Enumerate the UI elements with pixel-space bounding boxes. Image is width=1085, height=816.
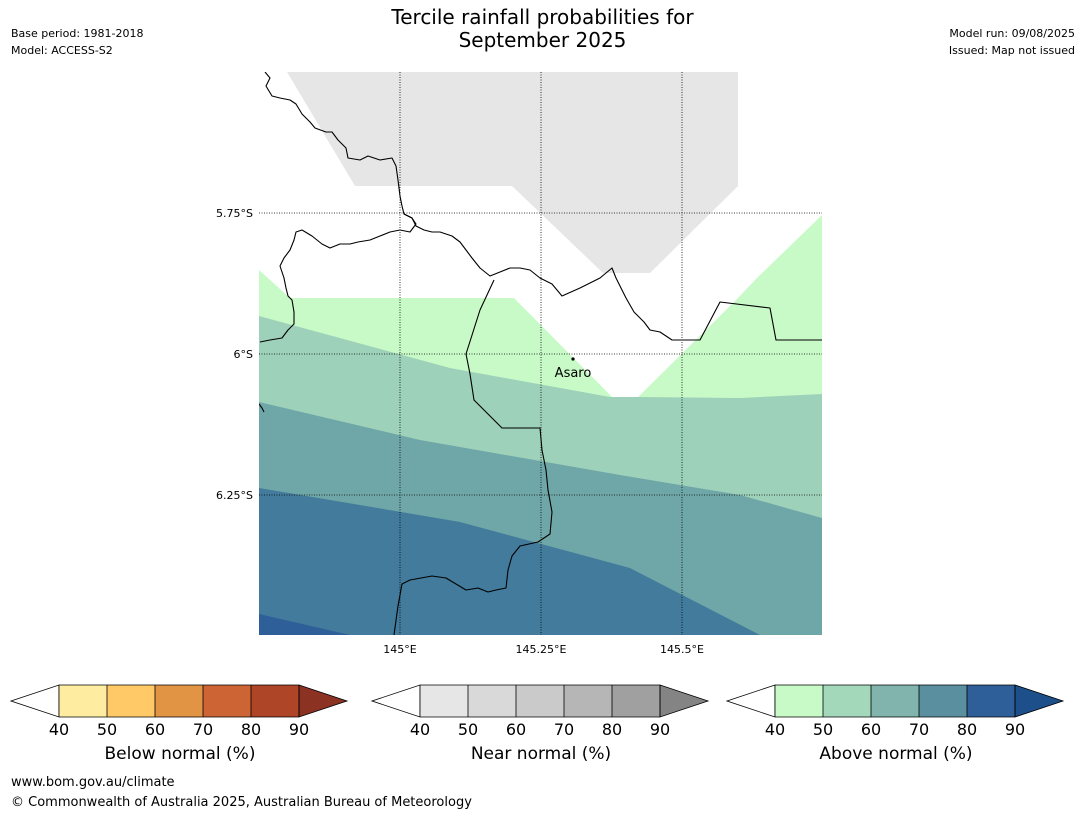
- title-line-1: Tercile rainfall probabilities for: [391, 5, 694, 29]
- base-period: Base period: 1981-2018: [11, 27, 144, 40]
- tick-label: 60: [860, 720, 882, 739]
- longitude-labels: 145°E 145.25°E 145.5°E: [383, 643, 704, 656]
- tick-label: 80: [601, 720, 623, 739]
- tick-label: 70: [908, 720, 930, 739]
- tick-label: 40: [409, 720, 431, 739]
- lat-label-6-25s: 6.25°S: [216, 489, 253, 502]
- asaro-dot: [571, 357, 575, 361]
- colorbar-segment: [420, 685, 468, 717]
- lon-label-145e: 145°E: [383, 643, 416, 656]
- lat-label-5-75s: 5.75°S: [216, 207, 253, 220]
- legend-caption: Near normal (%): [470, 744, 612, 764]
- tick-label: 90: [649, 720, 671, 739]
- colorbar-segment: [823, 685, 871, 717]
- tick-label: 60: [144, 720, 166, 739]
- lat-label-6s: 6°S: [234, 348, 253, 361]
- colorbar-segment: [107, 685, 155, 717]
- border-north: [403, 213, 822, 341]
- tick-label: 40: [764, 720, 786, 739]
- colorbar-max-extension: [298, 684, 349, 718]
- lon-label-145-5e: 145.5°E: [660, 643, 704, 656]
- footer-url[interactable]: www.bom.gov.au/climate: [11, 775, 175, 790]
- colorbar-segment: [516, 685, 564, 717]
- legend-above-normal: 40 50 60 70 80 90 Above normal (%): [726, 684, 1066, 764]
- border-southwest: [259, 403, 265, 413]
- tick-label: 80: [240, 720, 262, 739]
- latitude-labels: 5.75°S 6°S 6.25°S: [216, 207, 253, 502]
- model-run: Model run: 09/08/2025: [949, 27, 1075, 40]
- tick-label: 70: [553, 720, 575, 739]
- colorbar-min-extension: [726, 684, 776, 718]
- colorbar-min-extension: [10, 684, 60, 718]
- colorbar-segment: [155, 685, 203, 717]
- colorbar-segment: [251, 685, 299, 717]
- map-area: [259, 72, 822, 635]
- colorbar-segment: [612, 685, 660, 717]
- colorbar-segment: [775, 685, 823, 717]
- border-west: [259, 72, 417, 343]
- colorbar-segment: [919, 685, 967, 717]
- footer-copyright: © Commonwealth of Australia 2025, Austra…: [11, 795, 472, 810]
- colorbar-segment: [59, 685, 107, 717]
- tick-label: 90: [288, 720, 310, 739]
- issued-status: Issued: Map not issued: [948, 44, 1075, 57]
- metadata-left: Base period: 1981-2018 Model: ACCESS-S2: [11, 25, 143, 59]
- model-name: Model: ACCESS-S2: [11, 44, 113, 57]
- metadata-right: Model run: 09/08/2025 Issued: Map not is…: [949, 25, 1075, 59]
- legend-below-normal: 40 50 60 70 80 90 Below normal (%): [10, 684, 350, 764]
- colorbar-segment: [871, 685, 919, 717]
- colorbar-ticks: 40 50 60 70 80 90: [726, 720, 1066, 740]
- page-title: Tercile rainfall probabilities for Septe…: [0, 6, 1085, 52]
- tick-label: 90: [1004, 720, 1026, 739]
- above-normal-70-80-region: [259, 488, 760, 635]
- colorbar-segment: [203, 685, 251, 717]
- legend-caption: Below normal (%): [104, 744, 256, 764]
- tick-label: 50: [96, 720, 118, 739]
- title-line-2: September 2025: [458, 28, 627, 52]
- colorbar-above-normal: [726, 684, 1065, 718]
- tick-label: 70: [192, 720, 214, 739]
- tick-label: 60: [505, 720, 527, 739]
- colorbar-ticks: 40 50 60 70 80 90: [10, 720, 350, 740]
- tick-label: 80: [956, 720, 978, 739]
- tick-label: 40: [48, 720, 70, 739]
- province-borders: [259, 72, 822, 635]
- colorbar-segment: [468, 685, 516, 717]
- colorbar-ticks: 40 50 60 70 80 90: [371, 720, 711, 740]
- place-marker: Asaro: [555, 357, 592, 381]
- place-label: Asaro: [555, 366, 592, 381]
- above-normal-80-90-region: [259, 614, 350, 635]
- probability-map: Asaro 5.75°S 6°S 6.25°S 145°E 145.25°E 1…: [216, 72, 822, 656]
- colorbar-near-normal: [371, 684, 710, 718]
- tick-label: 50: [457, 720, 479, 739]
- colorbar-max-extension: [1014, 684, 1065, 718]
- border-center: [393, 279, 553, 635]
- colorbar-segment: [967, 685, 1015, 717]
- tick-label: 50: [812, 720, 834, 739]
- lon-label-145-25e: 145.25°E: [516, 643, 567, 656]
- colorbar-min-extension: [371, 684, 421, 718]
- colorbar-max-extension: [659, 684, 710, 718]
- colorbar-segment: [564, 685, 612, 717]
- legend-near-normal: 40 50 60 70 80 90 Near normal (%): [371, 684, 711, 764]
- legend-caption: Above normal (%): [819, 744, 973, 764]
- colorbar-below-normal: [10, 684, 349, 718]
